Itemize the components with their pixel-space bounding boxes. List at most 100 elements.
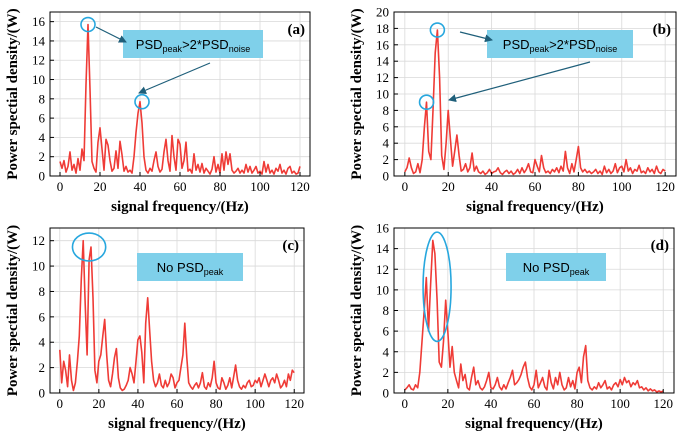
tick-label-x: 40 xyxy=(485,179,498,194)
annotation-main: PSD xyxy=(503,37,530,52)
tick-label-y: 14 xyxy=(376,241,390,256)
tick-label-y: 16 xyxy=(32,14,46,29)
tick-label-x: 0 xyxy=(402,179,409,194)
annotation-text: PSDpeak>2*PSDnoise xyxy=(136,37,250,54)
annotation-mid: >2*PSD xyxy=(549,37,596,52)
peak-marker xyxy=(134,93,150,110)
series-line xyxy=(404,239,664,393)
peak-region-ellipse xyxy=(422,231,452,343)
annotation-arrow xyxy=(459,31,493,43)
tick-label-y: 2 xyxy=(39,360,46,375)
annotation-text: No PSDpeak xyxy=(523,260,590,277)
tick-label-x: 60 xyxy=(171,396,184,411)
chart-panel-4: 0 20 40 60 80 100 120 0 2 4 6 8 10 12 14 16 signal frequ… xyxy=(349,221,675,432)
tick-label-y: 4 xyxy=(39,335,46,350)
tick-label-y: 0 xyxy=(39,169,46,184)
annotation-arrow xyxy=(95,26,127,43)
tick-label-x: 100 xyxy=(250,179,270,194)
tick-label-y: 12 xyxy=(32,53,45,68)
tick-label-x: 80 xyxy=(214,179,227,194)
series-line xyxy=(59,239,295,392)
tick-label-y: 4 xyxy=(383,136,390,151)
tick-label-x: 0 xyxy=(402,396,409,411)
tick-label-x: 40 xyxy=(484,396,497,411)
tick-label-y: 8 xyxy=(39,284,46,299)
series-line xyxy=(404,29,666,176)
tick-label-y: 0 xyxy=(383,386,390,401)
tick-label-y: 0 xyxy=(383,169,390,184)
annotation-text: No PSDpeak xyxy=(157,260,224,277)
tick-label-x: 20 xyxy=(92,396,105,411)
tick-label-y: 12 xyxy=(376,70,389,85)
tick-label-y: 6 xyxy=(383,119,390,134)
tick-label-x: 20 xyxy=(442,179,455,194)
tick-label-x: 60 xyxy=(528,396,541,411)
tick-label-y: 4 xyxy=(39,130,46,145)
annotation-main: No PSD xyxy=(157,260,204,275)
tick-label-x: 80 xyxy=(572,179,585,194)
tick-label-y: 0 xyxy=(39,386,46,401)
tick-label-x: 80 xyxy=(571,396,584,411)
annotation-sub-peak: peak xyxy=(570,267,590,277)
panel-label: (b) xyxy=(653,22,671,38)
annotation-sub-noise: noise xyxy=(229,44,251,54)
tick-label-y: 2 xyxy=(383,152,390,167)
panel-label: (d) xyxy=(651,238,669,254)
tick-label-y: 10 xyxy=(32,259,45,274)
tick-label-x: 100 xyxy=(612,179,632,194)
annotation-text: PSDpeak>2*PSDnoise xyxy=(503,37,617,54)
tick-label-x: 80 xyxy=(210,396,223,411)
tick-label-y: 10 xyxy=(376,87,389,102)
panel-label: (a) xyxy=(288,22,306,38)
peak-marker xyxy=(418,94,435,110)
y-axis-label: Power spectial density/(W) xyxy=(349,225,365,396)
peak-marker xyxy=(80,16,96,33)
tick-label-x: 0 xyxy=(57,179,64,194)
tick-label-y: 8 xyxy=(383,303,390,318)
tick-label-x: 40 xyxy=(134,179,147,194)
tick-label-x: 100 xyxy=(245,396,265,411)
x-axis-label: signal frequency/(Hz) xyxy=(465,416,603,432)
tick-label-y: 16 xyxy=(376,221,390,236)
annotation-main: PSD xyxy=(136,37,163,52)
tick-label-y: 18 xyxy=(376,21,389,36)
tick-label-y: 14 xyxy=(376,54,390,69)
tick-label-x: 60 xyxy=(174,179,187,194)
annotation-sub-peak: peak xyxy=(530,44,550,54)
tick-label-y: 10 xyxy=(32,72,45,87)
tick-label-y: 10 xyxy=(376,282,389,297)
annotation-main: No PSD xyxy=(523,260,570,275)
tick-label-x: 20 xyxy=(441,396,454,411)
tick-label-y: 2 xyxy=(39,149,46,164)
x-axis-label: signal frequency/(Hz) xyxy=(111,199,249,215)
annotation-arrow xyxy=(448,61,591,103)
tick-label-x: 40 xyxy=(131,396,144,411)
tick-label-x: 120 xyxy=(284,396,304,411)
annotation-sub-noise: noise xyxy=(596,44,618,54)
x-axis-label: signal frequency/(Hz) xyxy=(466,199,604,215)
annotation-box xyxy=(506,253,606,281)
annotation-box xyxy=(487,30,633,58)
tick-label-y: 20 xyxy=(376,5,389,20)
tick-label-y: 2 xyxy=(383,365,390,380)
y-axis-label: Power spectial density/(W) xyxy=(5,225,21,396)
tick-label-x: 120 xyxy=(655,179,675,194)
tick-label-x: 0 xyxy=(57,396,64,411)
annotation-box xyxy=(123,30,263,58)
tick-label-x: 100 xyxy=(610,396,630,411)
tick-label-y: 14 xyxy=(32,33,46,48)
annotation-sub-peak: peak xyxy=(204,267,224,277)
tick-label-y: 4 xyxy=(383,344,390,359)
tick-label-x: 60 xyxy=(529,179,542,194)
annotation-arrow xyxy=(138,62,211,94)
annotation-mid: >2*PSD xyxy=(182,37,229,52)
tick-label-y: 12 xyxy=(376,262,389,277)
tick-label-y: 6 xyxy=(39,111,46,126)
tick-label-y: 8 xyxy=(383,103,390,118)
annotation-sub-peak: peak xyxy=(163,44,183,54)
tick-label-y: 6 xyxy=(383,324,390,339)
chart-panel-3: 0 20 40 60 80 100 120 0 2 4 6 8 10 12 signal frequency… xyxy=(5,225,305,432)
